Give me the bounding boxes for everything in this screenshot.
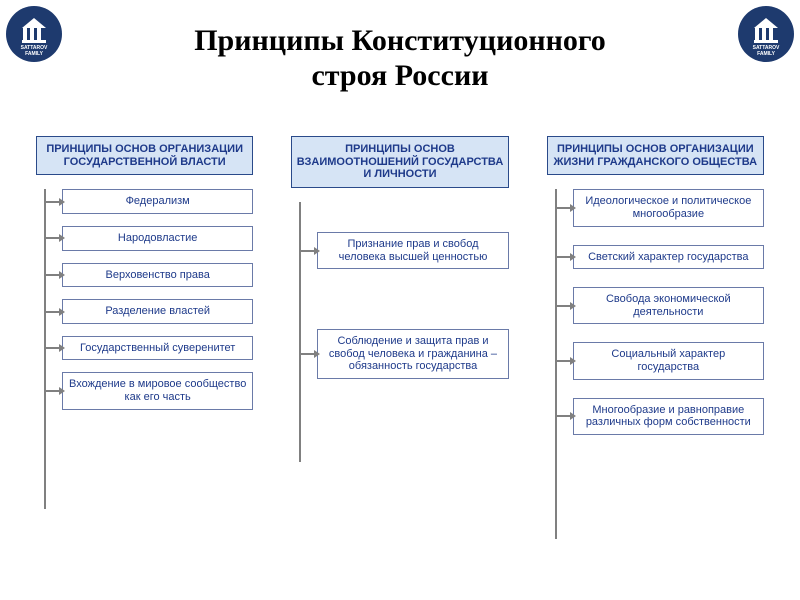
principle-box: Социальный характер государства <box>573 342 764 379</box>
items-wrap: Федерализм Народовластие Верховенство прав… <box>36 189 253 409</box>
principle-box: Разделение властей <box>62 299 253 324</box>
arrowhead-icon <box>314 350 320 358</box>
logo-left: SATTAROV FAMILY <box>6 6 62 62</box>
principle-box: Идеологическое и политическое многообраз… <box>573 189 764 226</box>
principle-box: Народовластие <box>62 226 253 251</box>
column-header: ПРИНЦИПЫ ОСНОВ ОРГАНИЗАЦИИ ГОСУДАРСТВЕНН… <box>36 136 253 175</box>
column-0: ПРИНЦИПЫ ОСНОВ ОРГАНИЗАЦИИ ГОСУДАРСТВЕНН… <box>36 136 253 586</box>
items-wrap: Признание прав и свобод человека высшей … <box>291 202 508 379</box>
arrowhead-icon <box>570 357 576 365</box>
item-wrap: Социальный характер государства <box>573 342 764 379</box>
item-wrap: Вхождение в мировое сообщество как его ч… <box>62 372 253 409</box>
items-wrap: Идеологическое и политическое многообраз… <box>547 189 764 435</box>
column-header: ПРИНЦИПЫ ОСНОВ ВЗАИМООТНОШЕНИЙ ГОСУДАРСТ… <box>291 136 508 188</box>
principle-box: Верховенство права <box>62 263 253 288</box>
logo-right: SATTAROV FAMILY <box>738 6 794 62</box>
vertical-connector <box>555 189 557 539</box>
principle-box: Соблюдение и защита прав и свобод челове… <box>317 329 508 379</box>
item-wrap: Признание прав и свобод человека высшей … <box>317 232 508 269</box>
item-wrap: Свобода экономической деятельности <box>573 287 764 324</box>
title-line2: строя России <box>311 59 488 92</box>
columns-container: ПРИНЦИПЫ ОСНОВ ОРГАНИЗАЦИИ ГОСУДАРСТВЕНН… <box>36 136 764 586</box>
arrowhead-icon <box>570 253 576 261</box>
page-title: Принципы Конституционного строя России <box>0 0 800 93</box>
svg-text:FAMILY: FAMILY <box>25 51 44 57</box>
arrowhead-icon <box>570 302 576 310</box>
item-wrap: Светский характер государства <box>573 245 764 270</box>
title-line1: Принципы Конституционного <box>194 24 606 57</box>
arrowhead-icon <box>59 344 65 352</box>
item-wrap: Разделение властей <box>62 299 253 324</box>
arrowhead-icon <box>59 271 65 279</box>
arrowhead-icon <box>570 204 576 212</box>
arrowhead-icon <box>570 412 576 420</box>
principle-box: Вхождение в мировое сообщество как его ч… <box>62 372 253 409</box>
arrowhead-icon <box>314 247 320 255</box>
column-header: ПРИНЦИПЫ ОСНОВ ОРГАНИЗАЦИИ ЖИЗНИ ГРАЖДАН… <box>547 136 764 175</box>
item-wrap: Народовластие <box>62 226 253 251</box>
principle-box: Светский характер государства <box>573 245 764 270</box>
vertical-connector <box>299 202 301 462</box>
arrowhead-icon <box>59 198 65 206</box>
principle-box: Свобода экономической деятельности <box>573 287 764 324</box>
arrowhead-icon <box>59 234 65 242</box>
arrowhead-icon <box>59 387 65 395</box>
principle-box: Признание прав и свобод человека высшей … <box>317 232 508 269</box>
principle-box: Многообразие и равноправие различных фор… <box>573 398 764 435</box>
item-wrap: Верховенство права <box>62 263 253 288</box>
item-wrap: Многообразие и равноправие различных фор… <box>573 398 764 435</box>
principle-box: Государственный суверенитет <box>62 336 253 361</box>
item-wrap: Государственный суверенитет <box>62 336 253 361</box>
svg-text:FAMILY: FAMILY <box>757 51 776 57</box>
column-1: ПРИНЦИПЫ ОСНОВ ВЗАИМООТНОШЕНИЙ ГОСУДАРСТ… <box>291 136 508 586</box>
arrowhead-icon <box>59 308 65 316</box>
item-wrap: Соблюдение и защита прав и свобод челове… <box>317 329 508 379</box>
item-wrap: Идеологическое и политическое многообраз… <box>573 189 764 226</box>
principle-box: Федерализм <box>62 189 253 214</box>
item-wrap: Федерализм <box>62 189 253 214</box>
column-2: ПРИНЦИПЫ ОСНОВ ОРГАНИЗАЦИИ ЖИЗНИ ГРАЖДАН… <box>547 136 764 586</box>
